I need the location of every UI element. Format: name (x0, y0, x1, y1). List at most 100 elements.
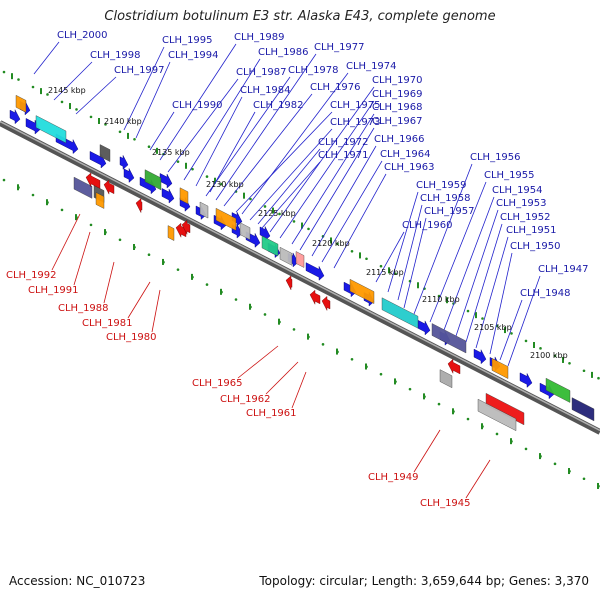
backbone-line (0, 120, 600, 435)
forward-gene-label: CLH_1995 (162, 35, 213, 46)
forward-leader-line (507, 275, 541, 367)
forward-gene-label: CLH_1978 (288, 65, 339, 76)
kbp-marker-label: 2135 kbp (152, 148, 190, 157)
forward-gene-label: CLH_1982 (253, 100, 304, 111)
tick-dot (379, 372, 383, 376)
reverse-leader-line (291, 371, 307, 409)
reverse-leader-line (151, 289, 161, 333)
forward-leader-line (183, 58, 261, 181)
forward-gene-label: CLH_1955 (484, 170, 535, 181)
reverse-feature-block (73, 176, 93, 199)
gene-labels: CLH_2000 CLH_1998 CLH_1997 CLH_1995 CLH_1994… (6, 30, 589, 509)
tick-dot (89, 115, 93, 119)
forward-gene-label: CLH_1960 (402, 220, 453, 231)
forward-gene-label: CLH_1976 (310, 82, 361, 93)
forward-feature-block (349, 278, 375, 304)
forward-leader-line (279, 100, 375, 239)
forward-gene-label: CLH_1952 (500, 212, 551, 223)
reverse-gene-arrow (85, 172, 101, 189)
forward-leader-line (489, 252, 513, 355)
kbp-marker-label: 2130 kbp (206, 180, 244, 189)
forward-leader-line (311, 145, 377, 257)
map-title: Clostridium botulinum E3 str. Alaska E43… (104, 9, 496, 24)
label-leader-lines (33, 41, 541, 499)
reverse-gene-label: CLH_1980 (106, 332, 157, 343)
reverse-leader-line (103, 261, 115, 304)
forward-gene-label: CLH_1964 (380, 149, 431, 160)
reverse-tick-track (2, 178, 600, 489)
forward-gene-label: CLH_1953 (496, 198, 547, 209)
forward-feature-block (199, 201, 209, 219)
tick-dot (539, 347, 542, 350)
forward-gene-arrow (9, 109, 21, 125)
forward-gene-arrow (259, 226, 271, 241)
forward-gene-arrow (123, 168, 135, 183)
forward-gene-label: CLH_2000 (57, 30, 108, 41)
forward-leader-line (261, 161, 321, 229)
kbp-marker-label: 2110 kbp (422, 295, 460, 304)
tick-dot (524, 339, 528, 343)
kbp-marker-label: 2105 kbp (474, 323, 512, 332)
tick-dot (553, 462, 557, 466)
forward-gene-label: CLH_1971 (318, 150, 369, 161)
tick-dot (118, 238, 122, 242)
forward-feature-block (261, 235, 279, 257)
tick-dot (350, 249, 354, 253)
forward-gene-label: CLH_1958 (420, 193, 471, 204)
tick-dot (278, 212, 281, 216)
forward-gene-label: CLH_1950 (510, 241, 561, 252)
forward-gene-label: CLH_1966 (374, 134, 425, 145)
forward-gene-arrow (119, 155, 129, 170)
kbp-marker-label: 2115 kbp (366, 268, 404, 277)
forward-gene-label: CLH_1947 (538, 264, 589, 275)
tick-dot (89, 223, 93, 227)
forward-leader-line (53, 61, 93, 101)
forward-feature-block (215, 207, 237, 231)
reverse-gene-label: CLH_1992 (6, 270, 57, 281)
forward-gene-label: CLH_1954 (492, 185, 543, 196)
forward-leader-line (403, 217, 427, 309)
reverse-feature-block (439, 369, 453, 389)
tick-dot (205, 175, 209, 178)
tick-dot (263, 205, 267, 208)
tick-dot (481, 317, 484, 320)
forward-gene-label: CLH_1956 (470, 152, 521, 163)
forward-feature-block (491, 358, 509, 379)
tick-dot (365, 257, 368, 261)
forward-gene-arrow (25, 118, 41, 135)
forward-gene-label: CLH_1951 (506, 225, 557, 236)
kbp-marker-label: 2140 kbp (104, 117, 142, 126)
forward-gene-label: CLH_1986 (258, 47, 309, 58)
forward-gene-arrow (473, 348, 487, 365)
forward-gene-label: CLH_1967 (372, 116, 423, 127)
kbp-markers: 2145 kbp 2140 kbp 2135 kbp 2130 kbp 2125 kbp… (48, 86, 568, 360)
forward-leader-line (75, 76, 117, 115)
forward-leader-line (387, 191, 419, 293)
forward-gene-label: CLH_1975 (330, 100, 381, 111)
tick-dot (321, 343, 325, 346)
reverse-gene-arrow (309, 289, 321, 305)
tick-dot (147, 253, 151, 257)
tick-dot (336, 242, 339, 246)
tick-dot (582, 369, 586, 373)
forward-leader-line (249, 128, 333, 221)
reverse-gene-label: CLH_1965 (192, 378, 243, 389)
reverse-gene-label: CLH_1961 (246, 408, 297, 419)
backbone-highlight (0, 120, 600, 432)
kbp-marker-label: 2100 kbp (530, 351, 568, 360)
reverse-gene-arrow (181, 219, 191, 235)
forward-leader-line (33, 41, 60, 75)
tick-dot (191, 167, 194, 171)
forward-feature-block (15, 94, 27, 113)
reverse-leader-line (465, 459, 491, 499)
forward-leader-line (429, 181, 487, 323)
forward-leader-line (443, 196, 495, 331)
genome-summary-text: Topology: circular; Length: 3,659,644 bp… (259, 574, 589, 588)
forward-gene-label: CLH_1968 (372, 102, 423, 113)
forward-leader-line (195, 96, 243, 187)
forward-gene-label: CLH_1994 (168, 50, 219, 61)
forward-feature-block (295, 251, 305, 268)
tick-dot (350, 357, 354, 361)
tick-dot (292, 220, 296, 223)
tick-dot (510, 332, 513, 335)
